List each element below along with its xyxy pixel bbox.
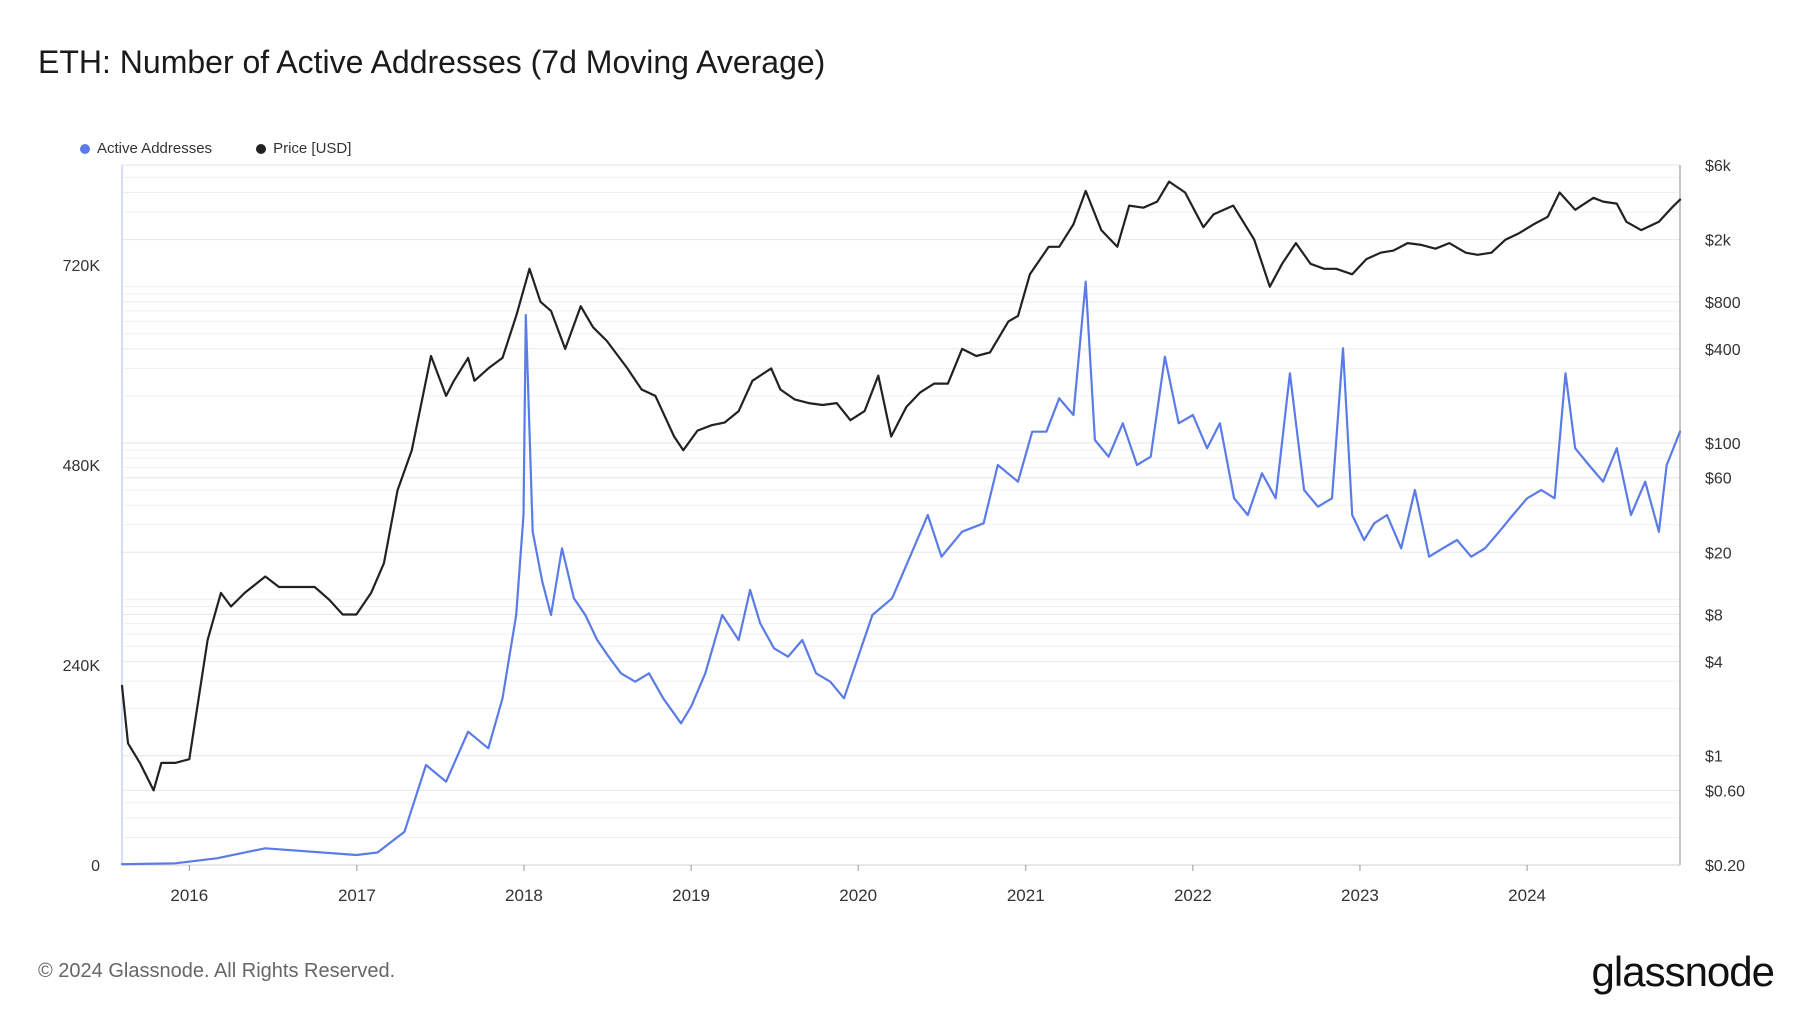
y-right-tick-label: $800: [1705, 295, 1741, 312]
y-right-tick-label: $4: [1705, 655, 1723, 672]
y-right-tick-label: $1: [1705, 749, 1723, 766]
series-line-price: [120, 180, 1682, 792]
x-tick-label: 2024: [1508, 886, 1546, 905]
y-right-tick-label: $0.20: [1705, 858, 1745, 875]
y-right-tick-label: $2k: [1705, 233, 1732, 250]
chart-legend: Active Addresses Price [USD]: [80, 140, 351, 157]
x-tick-label: 2022: [1174, 886, 1212, 905]
y-left-tick-label: 240K: [63, 658, 101, 675]
x-tick-label: 2017: [338, 886, 376, 905]
legend-dot-price: [256, 143, 267, 154]
legend-label-price: Price [USD]: [273, 140, 352, 157]
y-left-tick-label: 480K: [63, 458, 101, 475]
y-right-tick-label: $8: [1705, 608, 1723, 625]
y-right-tick-label: $400: [1705, 342, 1741, 359]
y-right-tick-label: $0.60: [1705, 783, 1745, 800]
series-line-active-addresses: [120, 280, 1682, 866]
y-right-tick-label: $6k: [1705, 158, 1732, 175]
legend-dot-active-addresses: [80, 143, 90, 154]
x-tick-label: 2019: [672, 886, 710, 905]
x-tick-label: 2016: [170, 886, 208, 905]
x-tick-label: 2023: [1341, 886, 1379, 905]
chart-title: ETH: Number of Active Addresses (7d Movi…: [38, 44, 826, 80]
x-tick-label: 2018: [505, 886, 543, 905]
y-right-tick-label: $100: [1705, 436, 1741, 453]
legend-item-price[interactable]: Price [USD]: [256, 140, 351, 157]
legend-label-active-addresses: Active Addresses: [97, 140, 213, 157]
legend-item-active-addresses[interactable]: Active Addresses: [80, 140, 212, 157]
copyright-footer: © 2024 Glassnode. All Rights Reserved.: [38, 960, 396, 982]
y-left-tick-label: 720K: [63, 258, 101, 275]
glassnode-logo: glassnode: [1591, 948, 1775, 995]
x-tick-label: 2020: [839, 886, 877, 905]
y-left-tick-label: 0: [91, 858, 100, 875]
x-tick-label: 2021: [1007, 886, 1045, 905]
y-right-tick-label: $60: [1705, 471, 1732, 488]
y-right-tick-label: $20: [1705, 545, 1732, 562]
